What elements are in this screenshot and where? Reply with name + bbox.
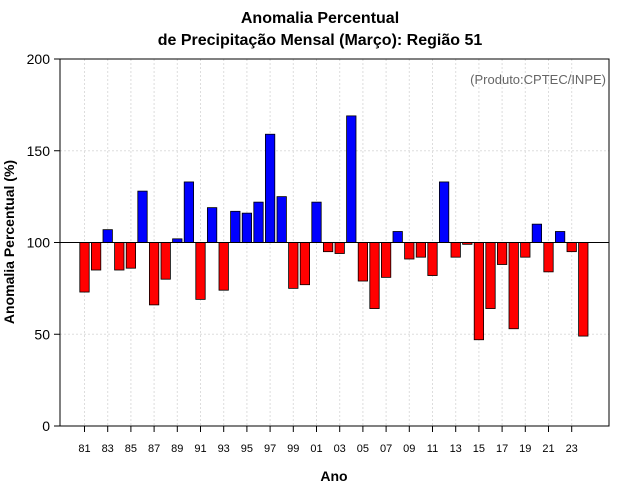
x-tick-label-1981: 81 (78, 443, 90, 455)
bar-1990 (183, 181, 194, 243)
x-tick-label-2009: 09 (403, 443, 415, 455)
chart-title-line1: Anomalia Percentual (240, 10, 400, 27)
bar-2020 (531, 223, 543, 243)
x-tick-label-1983: 83 (102, 443, 114, 455)
credit-text: (Produto:CPTEC/INPE) (470, 72, 606, 87)
x-axis: 81 83 85 87 89 91 93 95 97 99 01 03 05 07 09 11 13 15 17 19… (78, 426, 578, 455)
bars-layer (79, 115, 589, 341)
bar-1997 (264, 133, 276, 243)
bar-2010 (415, 242, 427, 258)
x-tick-label-2011: 11 (427, 443, 438, 455)
bar-2008 (392, 231, 403, 243)
y-tick-label-150: 150 (27, 143, 51, 159)
x-tick-label-2015: 15 (473, 443, 485, 455)
x-tick-label-2007: 07 (380, 443, 392, 455)
bar-2012 (438, 181, 450, 243)
bar-2013 (450, 242, 461, 258)
bar-1989 (172, 238, 183, 243)
bar-2021 (543, 242, 554, 273)
bar-2005 (357, 242, 369, 282)
x-tick-label-2003: 03 (334, 443, 346, 455)
x-tick-label-1985: 85 (125, 443, 137, 455)
x-tick-label-1993: 93 (218, 443, 230, 455)
y-axis: 0 50 100 150 200 (27, 51, 60, 434)
y-tick-label-0: 0 (42, 418, 50, 434)
bar-2004 (346, 115, 357, 243)
bar-2006 (369, 242, 380, 309)
bar-2002 (322, 242, 334, 253)
y-axis-title: Anomalia Percentual (%) (1, 160, 17, 324)
bar-1996 (253, 201, 264, 243)
bar-1984 (114, 242, 125, 271)
bar-1985 (125, 242, 136, 269)
x-tick-label-2013: 13 (450, 443, 462, 455)
x-tick-label-1987: 87 (148, 443, 160, 455)
bar-2007 (380, 242, 392, 278)
bar-2000 (299, 242, 311, 286)
bar-1982 (91, 242, 102, 271)
bar-1998 (276, 196, 287, 243)
bar-2018 (508, 242, 519, 330)
x-tick-label-2017: 17 (496, 443, 508, 455)
bar-1986 (137, 190, 148, 243)
x-tick-label-2001: 01 (310, 443, 322, 455)
x-tick-label-2019: 19 (519, 443, 531, 455)
x-tick-label-1991: 91 (194, 443, 206, 455)
x-tick-label-2021: 21 (542, 443, 554, 455)
bar-2017 (496, 242, 508, 265)
x-tick-label-1999: 99 (287, 443, 299, 455)
bar-1993 (218, 242, 229, 291)
bar-1988 (160, 242, 171, 280)
bar-1992 (206, 207, 218, 243)
y-tick-label-200: 200 (27, 51, 51, 67)
bar-2001 (311, 201, 322, 243)
bar-2011 (427, 242, 438, 276)
y-tick-label-50: 50 (34, 326, 50, 342)
bar-2009 (404, 242, 415, 260)
bar-1995 (241, 212, 252, 243)
x-tick-label-2023: 23 (566, 443, 578, 455)
bar-1981 (79, 242, 90, 293)
bar-2016 (485, 242, 496, 309)
bar-2022 (555, 231, 566, 243)
x-tick-label-2005: 05 (357, 443, 369, 455)
x-tick-label-1997: 97 (264, 443, 276, 455)
bar-1994 (230, 210, 241, 243)
bar-1999 (288, 242, 299, 289)
y-tick-label-100: 100 (27, 235, 51, 251)
grid-layer (60, 59, 609, 426)
bar-2024 (578, 242, 589, 337)
bar-1983 (102, 229, 113, 243)
bar-2019 (520, 242, 531, 258)
bar-1991 (195, 242, 206, 300)
x-axis-title: Ano (320, 468, 347, 484)
bar-2015 (473, 242, 485, 341)
bar-2023 (566, 242, 577, 253)
chart-title-line2: de Precipitação Mensal (Março): Região 5… (157, 32, 483, 49)
bar-1987 (148, 242, 160, 306)
bar-2003 (334, 242, 345, 254)
x-tick-label-1989: 89 (171, 443, 183, 455)
x-tick-label-1995: 95 (241, 443, 253, 455)
